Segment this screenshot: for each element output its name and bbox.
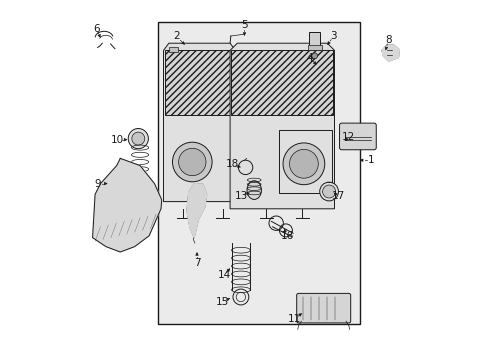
FancyBboxPatch shape [339, 123, 375, 150]
Polygon shape [163, 43, 235, 202]
Text: 2: 2 [172, 31, 179, 41]
Text: 4: 4 [306, 53, 313, 63]
Bar [307, 45, 321, 50]
Circle shape [289, 149, 318, 178]
Polygon shape [186, 184, 206, 238]
Bar [309, 32, 320, 47]
Bar [164, 50, 234, 115]
Bar [168, 47, 178, 52]
Text: 10: 10 [111, 135, 124, 145]
Text: 17: 17 [331, 191, 344, 201]
Text: 7: 7 [193, 258, 200, 268]
Bar [278, 130, 331, 193]
Polygon shape [230, 43, 334, 209]
Circle shape [172, 142, 212, 182]
Circle shape [132, 132, 144, 145]
Circle shape [128, 129, 148, 149]
Text: 16: 16 [280, 231, 293, 241]
FancyBboxPatch shape [296, 293, 350, 323]
Bar [230, 50, 333, 115]
Text: 6: 6 [93, 24, 99, 34]
Circle shape [178, 148, 205, 176]
Text: 3: 3 [330, 31, 336, 41]
Text: 12: 12 [342, 132, 355, 142]
Text: 14: 14 [217, 270, 230, 280]
Text: 15: 15 [216, 297, 229, 307]
Text: 1: 1 [367, 155, 374, 165]
Bar [158, 22, 359, 324]
Polygon shape [381, 45, 399, 61]
Text: 18: 18 [225, 159, 239, 169]
Circle shape [319, 182, 338, 201]
Ellipse shape [246, 181, 261, 199]
Text: 8: 8 [385, 35, 391, 45]
Text: 5: 5 [241, 20, 247, 30]
Circle shape [322, 185, 335, 198]
Circle shape [283, 143, 324, 185]
Text: 13: 13 [235, 191, 248, 201]
Text: 9: 9 [94, 179, 101, 189]
Polygon shape [92, 158, 162, 252]
Text: 11: 11 [288, 314, 301, 324]
Circle shape [311, 53, 317, 59]
